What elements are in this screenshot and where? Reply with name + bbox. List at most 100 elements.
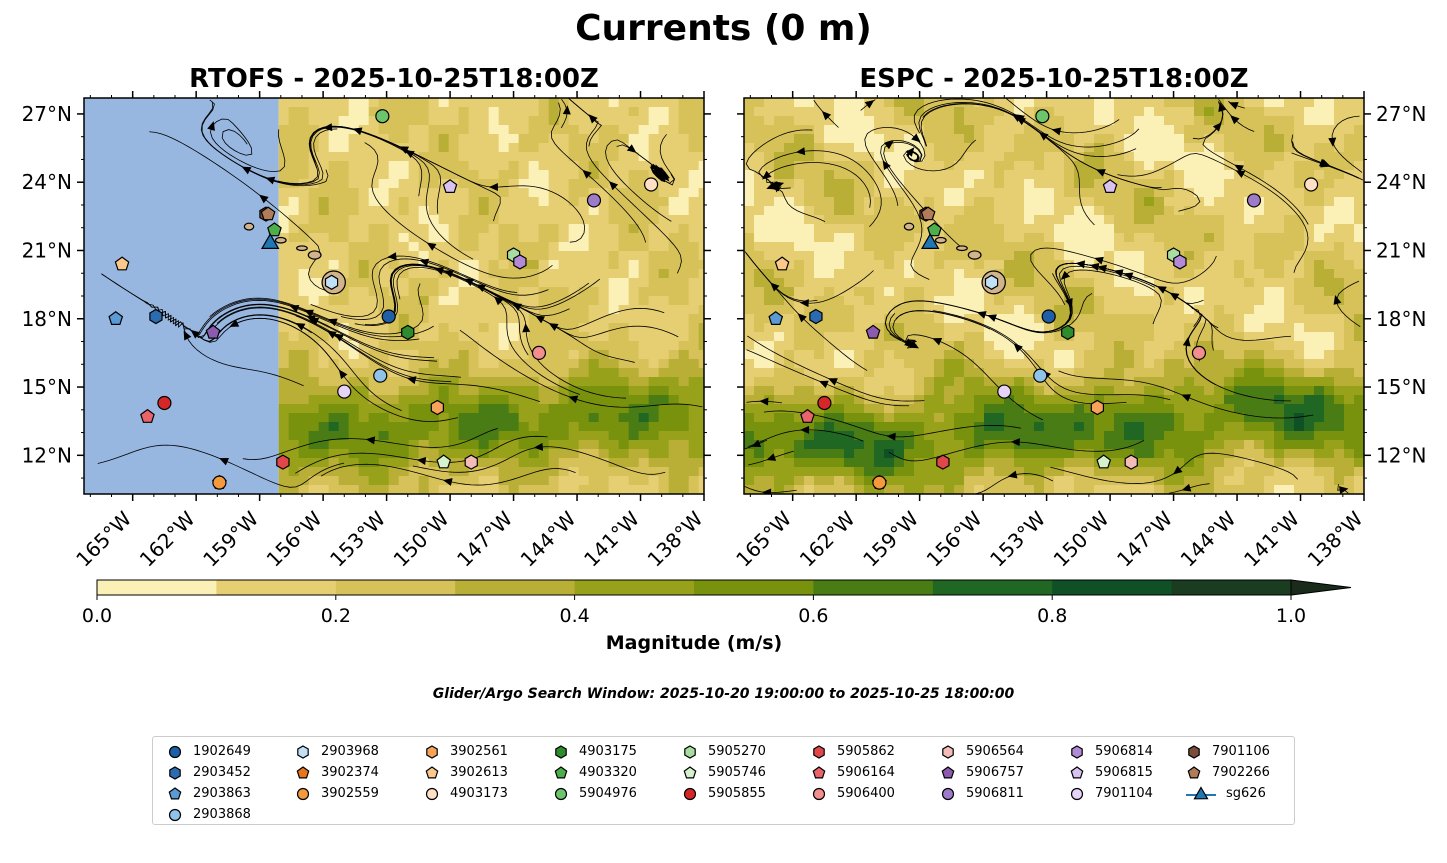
legend-marker — [169, 765, 181, 780]
legend-column: 4903175 4903320 5904976 — [553, 741, 637, 804]
marker-3902559 — [872, 475, 887, 490]
lon-tick-label: 156°W — [262, 506, 327, 571]
legend-marker — [555, 744, 567, 759]
lat-tick-label: 21°N — [1376, 238, 1426, 262]
colorbar-bin — [216, 580, 337, 595]
stream-arrow — [766, 453, 777, 461]
island — [956, 245, 968, 252]
lat-tick-label: 12°N — [22, 443, 72, 467]
stream-arrow — [799, 299, 809, 308]
island — [934, 236, 947, 244]
lon-tick-label: 141°W — [579, 506, 644, 571]
lat-tick-label: 24°N — [22, 170, 72, 194]
legend-item: 1902649 — [167, 741, 251, 762]
legend-label: 7901104 — [1095, 786, 1153, 801]
stream-arrow — [512, 303, 523, 311]
figure-title: Currents (0 m) — [575, 8, 872, 49]
marker-5906564 — [464, 454, 478, 470]
stream-arrow — [864, 100, 875, 109]
legend-marker — [425, 765, 439, 778]
marker-3902559 — [212, 475, 227, 490]
stream-arrow — [548, 323, 559, 331]
legend-item: 2903968 — [295, 741, 379, 762]
marker-5906164 — [140, 408, 155, 423]
marker-4903175 — [1061, 324, 1075, 341]
legend-label: sg626 — [1226, 786, 1266, 801]
colorbar-tick-label: 0.2 — [321, 605, 351, 627]
marker-7901104 — [997, 384, 1012, 399]
legend-label: 5906564 — [966, 744, 1024, 759]
legend-marker — [296, 787, 310, 800]
legend-item: 7902266 — [1186, 762, 1270, 783]
platform-legend: 1902649 2903452 2903863 2903868 2903968 39023… — [152, 736, 1295, 825]
lon-tick-label: 153°W — [325, 506, 390, 571]
legend-label: 3902613 — [450, 765, 508, 780]
legend-column: 5906564 5906757 5906811 — [940, 741, 1024, 804]
legend-marker-pentagon-icon — [683, 765, 697, 778]
lon-tick-label: 150°W — [389, 506, 454, 571]
colorbar-bin — [813, 580, 934, 595]
island — [903, 222, 915, 231]
stream-arrow — [522, 323, 531, 333]
colorbar-bin — [694, 580, 814, 595]
legend-marker-hexagon-icon — [555, 744, 567, 759]
legend-marker-circle-icon — [168, 745, 182, 758]
legend-marker — [813, 744, 825, 759]
legend-label: 7902266 — [1212, 765, 1270, 780]
stream-arrow — [1113, 269, 1124, 278]
legend-item: sg626 — [1186, 783, 1270, 804]
legend-marker-pentagon-icon — [941, 765, 955, 778]
stream-arrow — [1328, 137, 1337, 147]
legend-item: 5906814 — [1069, 741, 1153, 762]
stream-arrow — [626, 144, 637, 153]
marker-5905746 — [436, 454, 452, 469]
legend-item: 2903868 — [167, 804, 251, 825]
field-espc — [744, 98, 1364, 494]
stream-arrow — [762, 488, 772, 494]
lon-tick-label: 150°W — [1049, 506, 1114, 571]
colorbar-bin — [455, 580, 576, 595]
legend-label: 5906400 — [837, 786, 895, 801]
legend-marker — [683, 787, 697, 800]
legend-marker — [297, 744, 309, 759]
marker-5906811 — [586, 193, 602, 208]
legend-marker — [942, 744, 954, 759]
marker-4903173 — [643, 177, 659, 192]
lon-tick-label: 141°W — [1239, 506, 1304, 571]
legend-marker-hexagon-icon — [684, 744, 696, 759]
lat-tick-label: 15°N — [22, 375, 72, 399]
legend-marker — [554, 787, 568, 800]
marker-5906400 — [1191, 345, 1207, 360]
stream-arrow — [416, 457, 427, 465]
colorbar-bin — [932, 580, 1053, 595]
stream-arrow — [426, 242, 437, 251]
marker-7902266 — [920, 206, 936, 221]
legend-marker-pentagon-icon — [1070, 765, 1084, 778]
island — [274, 236, 287, 244]
map-panel-espc: 27°N24°N21°N18°N15°N12°N165°W162°W159°W1… — [731, 91, 1426, 572]
stream-arrow — [1038, 132, 1049, 141]
marker-2903968 — [324, 274, 339, 290]
legend-label: 2903452 — [193, 765, 251, 780]
legend-label: 5906811 — [966, 786, 1024, 801]
legend-marker-hexagon-icon — [169, 765, 181, 780]
legend-label: 5906815 — [1095, 765, 1153, 780]
legend-marker-pentagon-icon — [1187, 765, 1201, 778]
legend-label: 5906757 — [966, 765, 1024, 780]
island — [967, 250, 982, 260]
marker-5906757 — [865, 324, 881, 339]
island — [296, 245, 308, 252]
legend-marker — [684, 744, 696, 759]
stream-arrow — [1235, 170, 1246, 179]
stream-arrow — [882, 160, 891, 171]
legend-item: 5905270 — [682, 741, 766, 762]
stream-arrow — [759, 397, 769, 406]
colorbar-bin — [335, 580, 456, 595]
legend-marker — [1193, 785, 1209, 799]
lon-tick-label: 147°W — [452, 506, 517, 571]
marker-7902266 — [260, 206, 276, 221]
marker-2903868 — [373, 368, 388, 383]
lon-tick-label: 138°W — [643, 506, 708, 571]
marker-5905855 — [157, 395, 172, 411]
